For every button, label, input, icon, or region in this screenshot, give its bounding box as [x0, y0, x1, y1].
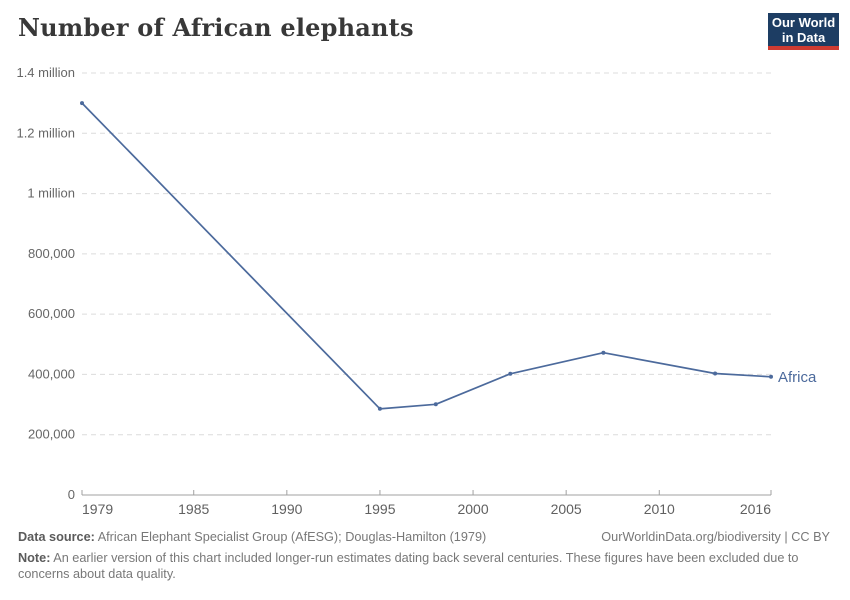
note-label: Note:	[18, 550, 51, 565]
chart-note: Note: An earlier version of this chart i…	[18, 550, 830, 583]
series-label-africa: Africa	[778, 369, 817, 386]
x-tick-label: 2000	[457, 501, 488, 517]
y-tick-label: 800,000	[28, 246, 75, 261]
x-tick-label: 1979	[82, 501, 113, 517]
note-text: An earlier version of this chart include…	[18, 550, 799, 582]
y-tick-label: 1.4 million	[16, 65, 75, 80]
source-row: Data source: African Elephant Specialist…	[18, 529, 830, 546]
data-point	[377, 406, 382, 411]
x-tick-label: 1990	[271, 501, 302, 517]
y-tick-label: 200,000	[28, 427, 75, 442]
x-tick-label: 1995	[364, 501, 395, 517]
data-source-line[interactable]: Data source: African Elephant Specialist…	[18, 529, 486, 546]
y-tick-label: 600,000	[28, 306, 75, 321]
y-tick-label: 400,000	[28, 366, 75, 381]
y-tick-label: 1 million	[27, 186, 75, 201]
line-chart: 0 200,000 400,000 600,000 800,000 1 million 1.…	[16, 65, 817, 517]
page-title: Number of African elephants	[18, 13, 414, 42]
data-source-label: Data source:	[18, 530, 95, 544]
y-tick-label: 1.2 million	[16, 125, 75, 140]
y-tick-label: 0	[68, 487, 75, 502]
data-point	[433, 402, 438, 407]
x-tick-label: 2005	[551, 501, 582, 517]
x-tick-label: 2016	[740, 501, 771, 517]
x-tick-label: 1985	[178, 501, 209, 517]
owid-logo[interactable]: Our World in Data	[768, 13, 839, 50]
data-point	[713, 371, 718, 376]
x-tick-label: 2010	[644, 501, 675, 517]
logo-text-line1: Our World	[771, 15, 836, 30]
data-point	[601, 350, 606, 355]
attribution-link[interactable]: OurWorldinData.org/biodiversity | CC BY	[601, 530, 830, 544]
chart-footer: Data source: African Elephant Specialist…	[18, 529, 830, 583]
data-point	[769, 374, 773, 379]
data-source-text: African Elephant Specialist Group (AfESG…	[97, 530, 487, 544]
logo-text-line2: in Data	[781, 30, 826, 45]
series-line-africa	[81, 102, 772, 410]
data-point	[80, 101, 84, 106]
data-point	[508, 371, 513, 376]
